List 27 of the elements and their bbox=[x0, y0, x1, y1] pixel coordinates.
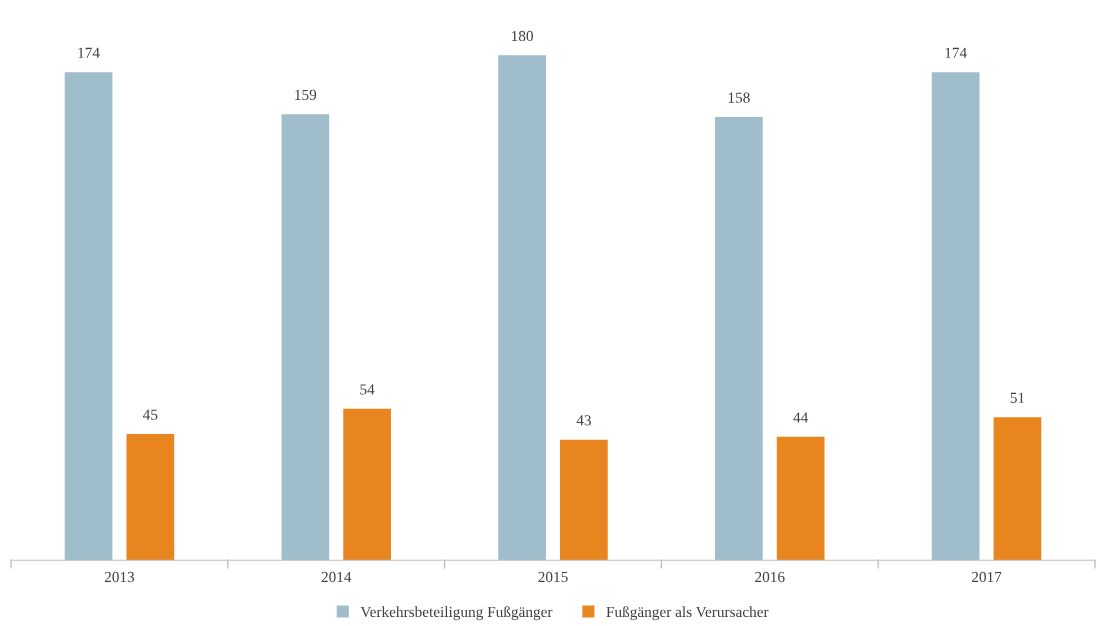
bar bbox=[498, 55, 546, 561]
data-label: 45 bbox=[143, 409, 158, 420]
data-label: 54 bbox=[360, 384, 375, 395]
legend-label: Verkehrsbeteiligung Fußgänger bbox=[360, 606, 553, 621]
bar bbox=[343, 408, 391, 561]
x-tick-label: 2013 bbox=[104, 571, 135, 583]
data-label: 180 bbox=[512, 30, 533, 42]
bar bbox=[64, 72, 113, 561]
x-tick-label: 2015 bbox=[538, 571, 568, 583]
data-label: 174 bbox=[78, 47, 100, 58]
data-label: 174 bbox=[945, 47, 967, 58]
data-label: 51 bbox=[1010, 392, 1025, 403]
bar bbox=[993, 417, 1042, 561]
legend-label: Fußgänger als Verursacher bbox=[606, 606, 769, 621]
x-tick-label: 2017 bbox=[971, 571, 1002, 583]
x-tick-label: 2016 bbox=[755, 571, 785, 583]
x-tick-label: 2014 bbox=[321, 571, 352, 583]
data-label: 44 bbox=[793, 412, 809, 423]
bar bbox=[281, 114, 330, 561]
data-label: 158 bbox=[728, 92, 750, 103]
bar bbox=[931, 72, 980, 561]
bar bbox=[776, 436, 825, 561]
data-label: 43 bbox=[576, 415, 591, 426]
bar bbox=[715, 117, 763, 561]
data-label: 159 bbox=[295, 89, 317, 101]
bar bbox=[560, 439, 608, 561]
bar bbox=[126, 434, 175, 561]
